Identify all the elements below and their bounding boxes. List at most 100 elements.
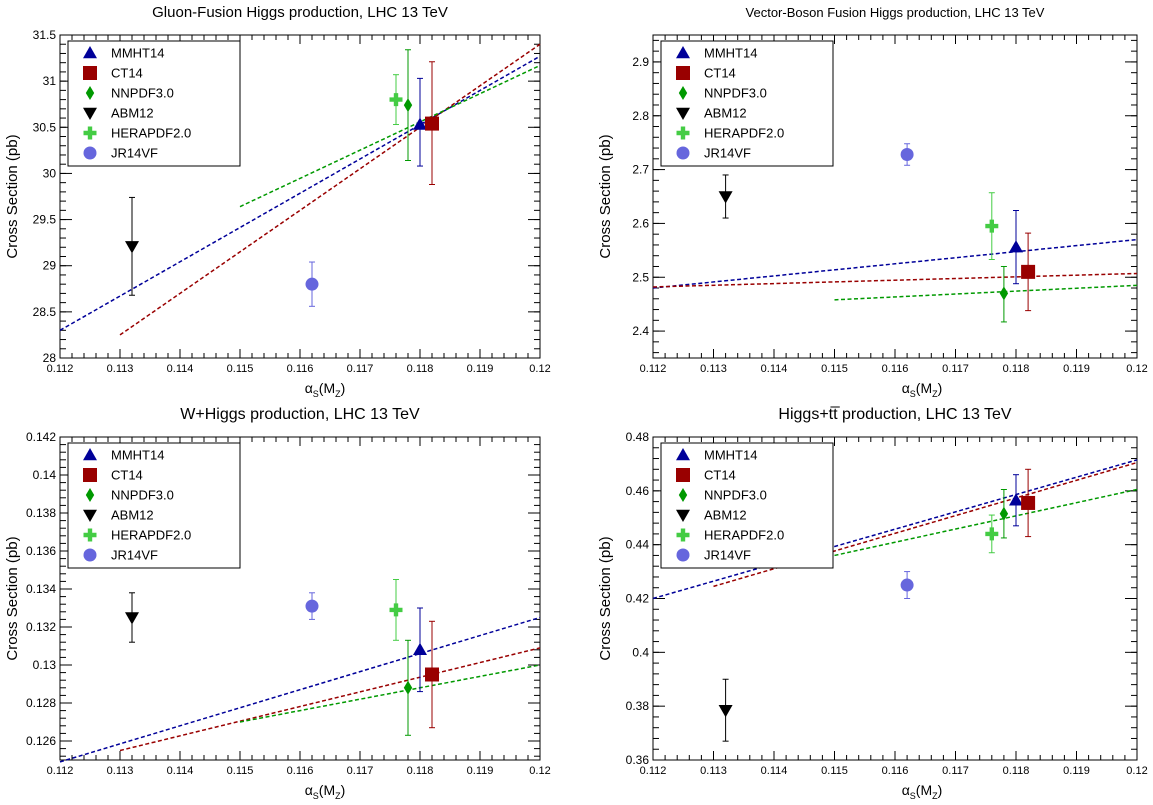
y-tick-label: 0.36 [626, 753, 650, 767]
x-tick-label: 0.119 [467, 363, 494, 375]
legend-marker [676, 468, 690, 482]
legend-marker [678, 86, 688, 100]
y-tick-label: 0.132 [26, 620, 56, 634]
legend-marker [678, 488, 688, 502]
x-tick-label: 0.115 [821, 363, 848, 375]
data-point-abm12 [718, 191, 733, 204]
x-tick-label: 0.12 [529, 363, 550, 375]
data-point-abm12 [125, 612, 139, 625]
data-point-nnpdf30 [403, 98, 413, 113]
x-axis-label-sub: S [910, 791, 916, 801]
x-tick-label: 0.12 [1126, 363, 1147, 375]
chart-title: Gluon-Fusion Higgs production, LHC 13 Te… [152, 4, 448, 21]
chart-panel-1: Gluon-Fusion Higgs production, LHC 13 Te… [4, 4, 551, 399]
chart-panel-3: W+Higgs production, LHC 13 TeV 0.112 0.113… [4, 406, 551, 801]
y-tick-label: 0.14 [33, 468, 57, 482]
x-axis-label-sub: Z [335, 791, 341, 801]
legend-marker [83, 448, 97, 461]
x-axis-label-paren: ) [341, 782, 346, 798]
legend-label: MMHT14 [111, 448, 164, 463]
y-tick-label: 0.138 [26, 506, 56, 520]
legend-marker [83, 528, 97, 542]
y-tick-label: 2.6 [632, 216, 649, 230]
x-tick-label: 0.116 [287, 765, 314, 777]
legend-label: CT14 [111, 468, 143, 483]
x-tick-label: 0.115 [227, 363, 254, 375]
x-axis-label-sub: S [313, 791, 319, 801]
legend-label: MMHT14 [704, 46, 757, 61]
x-axis-label-paren: (M [916, 782, 932, 798]
series-fit-line-nnpdf30 [239, 64, 541, 208]
x-axis-label-paren: ) [938, 782, 943, 798]
y-tick-label: 0.13 [33, 658, 57, 672]
data-point-ct14 [425, 116, 439, 131]
y-tick-label: 2.5 [632, 270, 649, 284]
x-tick-label: 0.117 [942, 765, 969, 777]
legend-marker [676, 66, 690, 80]
data-point-ct14 [425, 667, 439, 682]
y-tick-label: 2.8 [632, 109, 649, 123]
legend-label: NNPDF3.0 [111, 86, 174, 101]
data-point-mmht14 [413, 642, 427, 656]
series-fit-line-ct14 [652, 272, 1138, 288]
legend-marker [676, 509, 690, 522]
legend-label: CT14 [704, 468, 736, 483]
x-axis-label-paren: (M [319, 782, 335, 798]
y-tick-label: 0.136 [26, 544, 56, 558]
series-fit-line-nnpdf30 [239, 664, 541, 723]
x-axis-label-sub: Z [932, 791, 938, 801]
x-tick-label: 0.112 [47, 363, 74, 375]
data-point-nnpdf30 [403, 680, 413, 695]
data-point-abm12 [718, 704, 733, 718]
legend-marker [83, 509, 97, 522]
legend-label: HERAPDF2.0 [111, 528, 191, 543]
x-tick-label: 0.117 [347, 363, 374, 375]
y-tick-label: 0.4 [632, 645, 649, 659]
data-point-jr14vf [305, 599, 319, 613]
x-tick-label: 0.116 [882, 363, 909, 375]
y-tick-label: 31.5 [33, 28, 57, 42]
x-tick-label: 0.115 [227, 765, 254, 777]
data-point-herapdf20 [389, 93, 403, 107]
x-tick-label: 0.12 [1126, 765, 1147, 777]
data-point-herapdf20 [985, 219, 999, 233]
chart-title: W+Higgs production, LHC 13 TeV [180, 406, 420, 423]
legend-label: JR14VF [111, 146, 158, 161]
legend-marker [676, 46, 690, 59]
legend-label: HERAPDF2.0 [111, 126, 191, 141]
legend-label: JR14VF [704, 548, 751, 563]
chart-title: Vector-Boson Fusion Higgs production, LH… [746, 5, 1045, 20]
series-fit-line-ct14 [119, 43, 541, 336]
legend-box [67, 442, 241, 569]
legend-label: MMHT14 [704, 448, 757, 463]
data-point-jr14vf [900, 148, 914, 162]
x-axis-label-sub: Z [335, 389, 341, 399]
legend-marker [676, 528, 690, 542]
x-axis-label: αS(MZ) [902, 380, 943, 399]
y-tick-label: 29.5 [33, 213, 57, 227]
x-tick-label: 0.118 [1003, 363, 1030, 375]
legend: MMHT14 CT14 NNPDF3.0 ABM12 HERAPDF2.0 JR14VF [67, 442, 241, 569]
y-tick-label: 2.7 [632, 163, 649, 177]
x-tick-label: 0.119 [1063, 363, 1090, 375]
y-tick-label: 30 [43, 166, 57, 180]
y-tick-label: 0.126 [26, 734, 56, 748]
legend-label: CT14 [111, 66, 143, 81]
legend-box [660, 442, 834, 569]
y-tick-label: 30.5 [33, 120, 57, 134]
data-point-herapdf20 [985, 527, 999, 541]
legend-label: ABM12 [704, 106, 747, 121]
legend: MMHT14 CT14 NNPDF3.0 ABM12 HERAPDF2.0 JR14VF [660, 40, 834, 167]
legend-label: MMHT14 [111, 46, 164, 61]
y-tick-label: 0.46 [626, 484, 650, 498]
legend-label: CT14 [704, 66, 736, 81]
x-axis-label-paren: ) [341, 380, 346, 396]
x-axis-label-sub: S [313, 389, 319, 399]
legend-box [67, 40, 241, 167]
y-tick-label: 2.4 [632, 324, 649, 338]
legend-marker [83, 126, 97, 140]
legend-marker [85, 86, 95, 100]
series-fit-line-ct14 [119, 647, 541, 752]
legend-marker [676, 126, 690, 140]
